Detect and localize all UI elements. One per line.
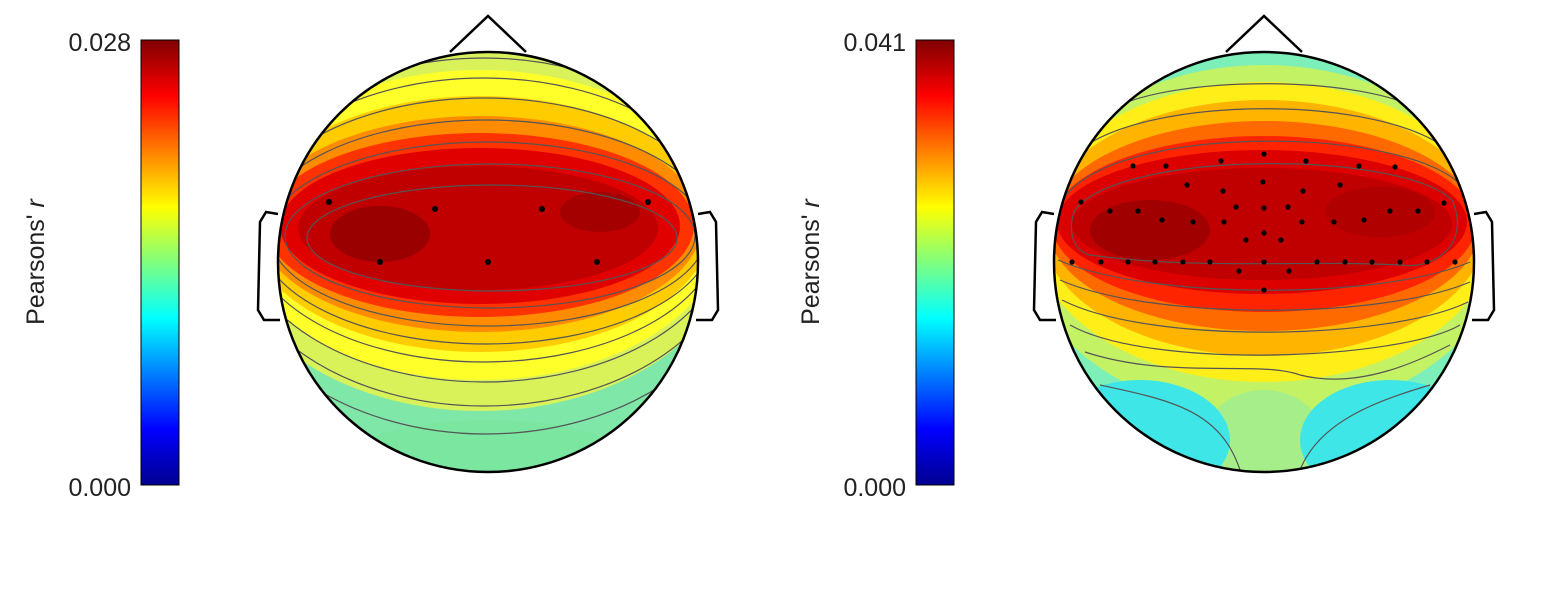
- electrode: [1125, 259, 1131, 265]
- electrode: [1261, 151, 1267, 157]
- electrode: [1107, 208, 1113, 214]
- electrode: [1152, 259, 1158, 265]
- electrode: [1300, 188, 1306, 194]
- colorbar-2-min-label: 0.000: [843, 474, 906, 502]
- electrode: [1163, 163, 1169, 169]
- head-1: [256, 14, 720, 474]
- electrode: [1342, 259, 1348, 265]
- electrode: [1303, 158, 1309, 164]
- electrode: [1078, 199, 1084, 205]
- topoplot-panel-2: 0.041 0.000 Pearsons' r: [797, 14, 1496, 502]
- electrode: [1236, 268, 1242, 274]
- electrode: [1218, 158, 1224, 164]
- colorbar-1-gradient: [140, 39, 180, 486]
- head-2: [1032, 14, 1496, 474]
- electrode: [1278, 237, 1284, 243]
- electrode: [1331, 219, 1337, 225]
- head-2-ear-left: [1032, 210, 1056, 322]
- electrode: [1361, 217, 1367, 223]
- electrode: [1286, 268, 1292, 274]
- electrode: [1261, 205, 1267, 211]
- colorbar-1-min-label: 0.000: [68, 474, 131, 502]
- head-1-ear-left: [256, 210, 280, 322]
- electrode: [1130, 163, 1136, 169]
- scalp-map-1: [278, 52, 698, 472]
- electrode: [1184, 182, 1190, 188]
- colorbar-1-label-text: Pearsons': [22, 214, 50, 324]
- electrode: [1220, 188, 1226, 194]
- head-1-nose: [449, 14, 527, 53]
- scalp-map-2: [1054, 52, 1474, 472]
- electrode: [1243, 237, 1249, 243]
- head-1-outline: [276, 50, 700, 474]
- electrode: [539, 206, 545, 212]
- electrode: [1207, 259, 1213, 265]
- head-1-ear-right: [696, 210, 720, 322]
- colorbar-2-label-text: Pearsons': [797, 214, 825, 324]
- electrode: [1159, 217, 1165, 223]
- electrode: [1356, 163, 1362, 169]
- electrode: [1180, 259, 1186, 265]
- electrode: [1452, 259, 1458, 265]
- colorbar-1-max-label: 0.028: [68, 29, 131, 57]
- head-2-nose: [1225, 14, 1303, 53]
- electrode: [1299, 219, 1305, 225]
- electrode: [1415, 208, 1421, 214]
- electrode: [1424, 259, 1430, 265]
- electrode: [1069, 259, 1075, 265]
- electrode: [1221, 219, 1227, 225]
- colorbar-1-label-var: r: [22, 197, 50, 207]
- electrode: [432, 206, 438, 212]
- electrode: [1233, 204, 1239, 210]
- electrode: [1098, 259, 1104, 265]
- electrode: [1261, 230, 1267, 236]
- head-2-ear-right: [1472, 210, 1496, 322]
- electrode: [1314, 259, 1320, 265]
- colorbar-1-label: Pearsons' r: [22, 197, 50, 324]
- colorbar-2: 0.041 0.000 Pearsons' r: [797, 29, 955, 502]
- colorbar-2-max-label: 0.041: [843, 29, 906, 57]
- electrode: [326, 199, 332, 205]
- electrode: [1369, 259, 1375, 265]
- colorbar-2-gradient: [915, 39, 955, 486]
- electrode: [1337, 182, 1343, 188]
- electrode: [1392, 164, 1398, 170]
- electrodes-1: [326, 199, 651, 265]
- electrode: [1260, 179, 1266, 185]
- electrode: [645, 199, 651, 205]
- head-2-outline: [1052, 50, 1476, 474]
- colorbar-2-label: Pearsons' r: [797, 197, 825, 324]
- electrode: [1387, 208, 1393, 214]
- electrode: [1397, 259, 1403, 265]
- electrode: [594, 259, 600, 265]
- electrode: [1190, 219, 1196, 225]
- electrode: [377, 259, 383, 265]
- electrode: [1261, 259, 1267, 265]
- electrode: [485, 259, 491, 265]
- electrode: [1285, 204, 1291, 210]
- electrodes-2: [1069, 151, 1458, 293]
- colorbar-2-label-var: r: [797, 197, 825, 207]
- colorbar-1: 0.028 0.000 Pearsons' r: [22, 29, 180, 502]
- electrode: [1261, 287, 1267, 293]
- topoplot-panel-1: 0.028 0.000 Pearsons' r: [22, 14, 720, 502]
- electrode: [1135, 208, 1141, 214]
- electrode: [1441, 200, 1447, 206]
